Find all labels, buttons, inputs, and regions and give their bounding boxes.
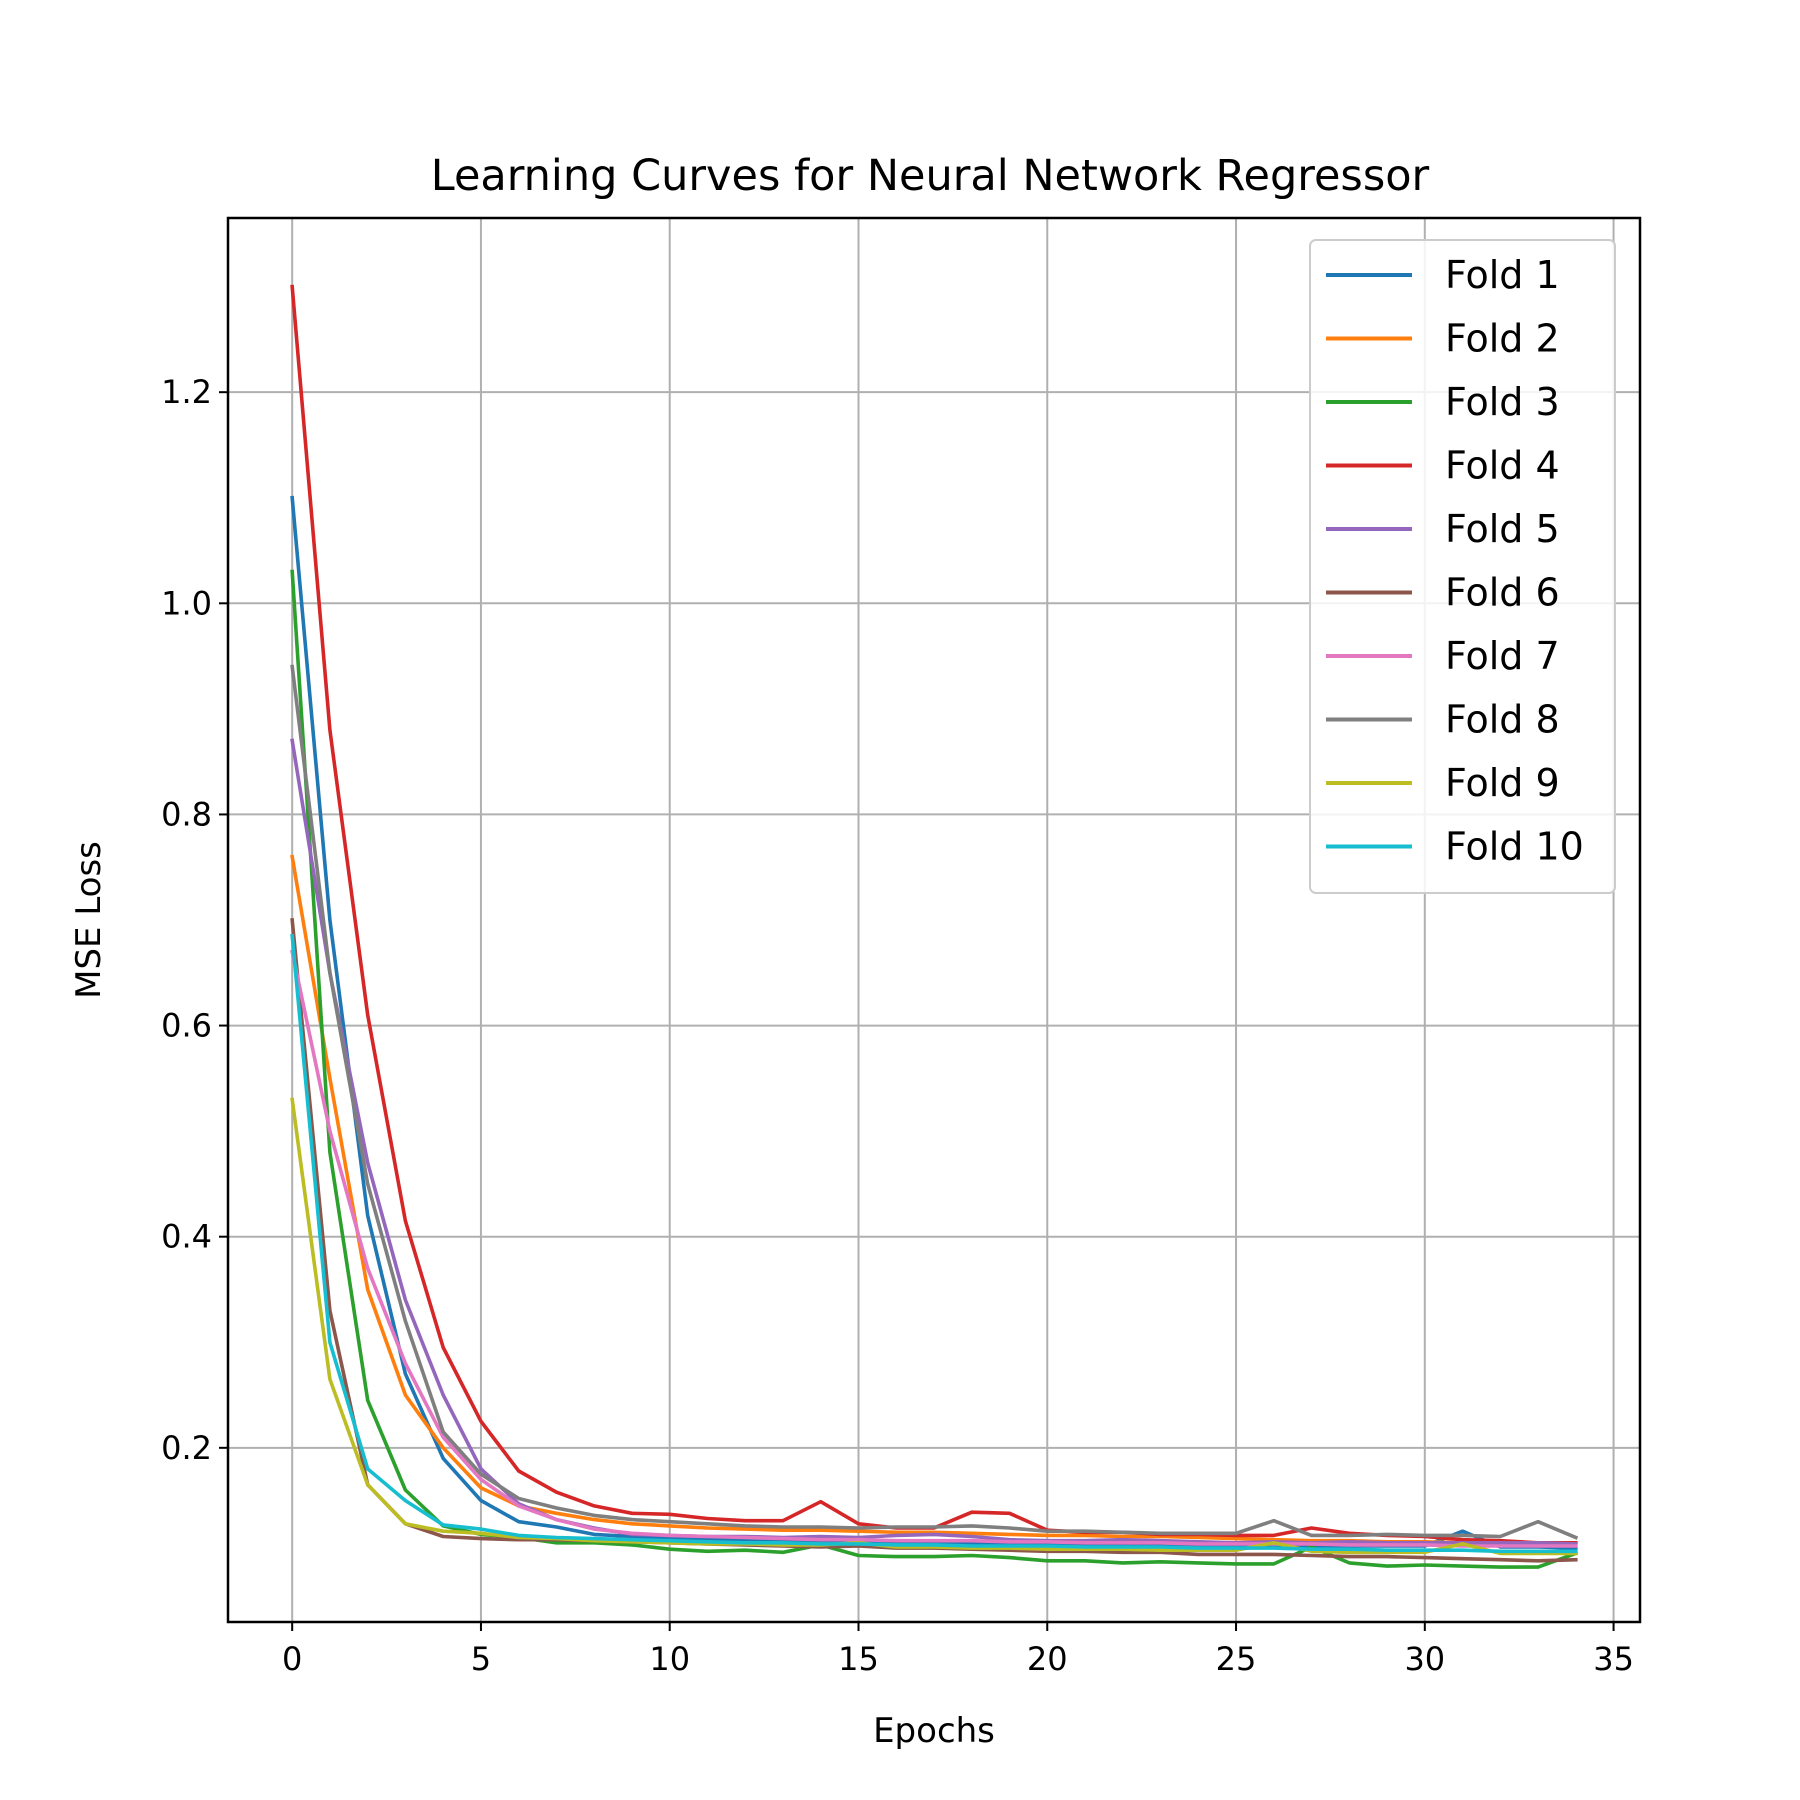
x-tick-label: 15	[838, 1640, 879, 1678]
legend-label: Fold 4	[1445, 444, 1560, 488]
legend: Fold 1 Fold 2 Fold 3 Fold 4 Fold 5 Fold 6 Fold…	[1309, 239, 1616, 894]
legend-label: Fold 6	[1445, 571, 1560, 615]
x-axis-title: Epochs	[873, 1711, 995, 1751]
legend-label: Fold 5	[1445, 507, 1560, 551]
y-axis-title: MSE Loss	[69, 841, 109, 999]
series-line-fold-9	[290, 1097, 1578, 1556]
y-tick-label: 0.2	[161, 1429, 212, 1467]
series-line-fold-10	[290, 933, 1578, 1554]
x-axis: 0 5 10 15 20 25 30 35	[282, 1622, 1634, 1678]
x-tick-label: 10	[649, 1640, 690, 1678]
y-axis: 0.2 0.4 0.6 0.8 1.0 1.2	[161, 373, 228, 1467]
series-lines	[290, 284, 1579, 1569]
x-tick-label: 5	[471, 1640, 491, 1678]
chart-title: Learning Curves for Neural Network Regre…	[431, 151, 1430, 201]
x-tick-label: 0	[282, 1640, 302, 1678]
legend-label: Fold 1	[1445, 253, 1560, 297]
y-tick-label: 0.6	[161, 1007, 212, 1045]
legend-label: Fold 9	[1445, 761, 1560, 805]
x-tick-label: 35	[1593, 1640, 1634, 1678]
y-tick-label: 1.2	[161, 373, 212, 411]
y-tick-label: 1.0	[161, 584, 212, 622]
legend-label: Fold 7	[1445, 634, 1560, 678]
legend-label: Fold 8	[1445, 698, 1560, 742]
y-tick-label: 0.8	[161, 795, 212, 833]
x-tick-label: 20	[1027, 1640, 1068, 1678]
plot-frame	[226, 216, 1642, 1624]
legend-label: Fold 10	[1445, 825, 1584, 869]
y-tick-label: 0.4	[161, 1218, 212, 1256]
series-line-fold-7	[290, 949, 1578, 1548]
x-tick-label: 25	[1216, 1640, 1257, 1678]
legend-label: Fold 2	[1445, 317, 1560, 361]
legend-label: Fold 3	[1445, 380, 1560, 424]
x-tick-label: 30	[1404, 1640, 1445, 1678]
series-line-fold-8	[290, 664, 1579, 1540]
